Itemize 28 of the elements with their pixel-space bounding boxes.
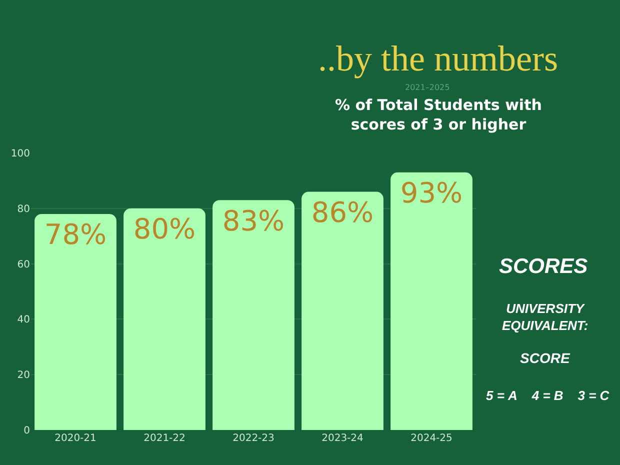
y-tick-label: 20 <box>17 370 30 382</box>
y-tick-label: 0 <box>24 426 30 436</box>
y-tick-label: 100 <box>10 148 30 160</box>
y-tick-label: 60 <box>17 259 30 270</box>
bar <box>124 208 206 430</box>
bar <box>212 200 294 430</box>
bar <box>34 214 116 430</box>
data-label: 80% <box>133 212 196 246</box>
x-tick-label: 2021-22 <box>144 433 186 444</box>
text: UNIVERSITY EQUIVALENT: <box>502 301 588 333</box>
chart-title: ..by the numbers <box>318 38 558 79</box>
data-label: 86% <box>311 196 374 229</box>
bar <box>390 172 472 430</box>
text: SCORES <box>499 255 588 278</box>
bar <box>302 192 384 430</box>
y-tick-label: 80 <box>17 204 30 215</box>
text: 5 = A 4 = B 3 = C <box>486 388 610 403</box>
data-label: 78% <box>44 218 107 252</box>
text: SCORE <box>520 350 570 366</box>
x-tick-label: 2022-23 <box>232 433 274 444</box>
x-tick-label: 2020-21 <box>54 433 96 444</box>
x-tick-label: 2023-24 <box>322 433 364 444</box>
y-tick-label: 40 <box>17 314 30 326</box>
data-label: 83% <box>222 204 285 238</box>
data-label: 93% <box>400 176 463 210</box>
x-tick-label: 2024-25 <box>410 433 452 444</box>
chart-subtitle: 2021–2025 <box>405 83 450 92</box>
text: % of Total Students with scores of 3 or higher <box>335 96 542 134</box>
